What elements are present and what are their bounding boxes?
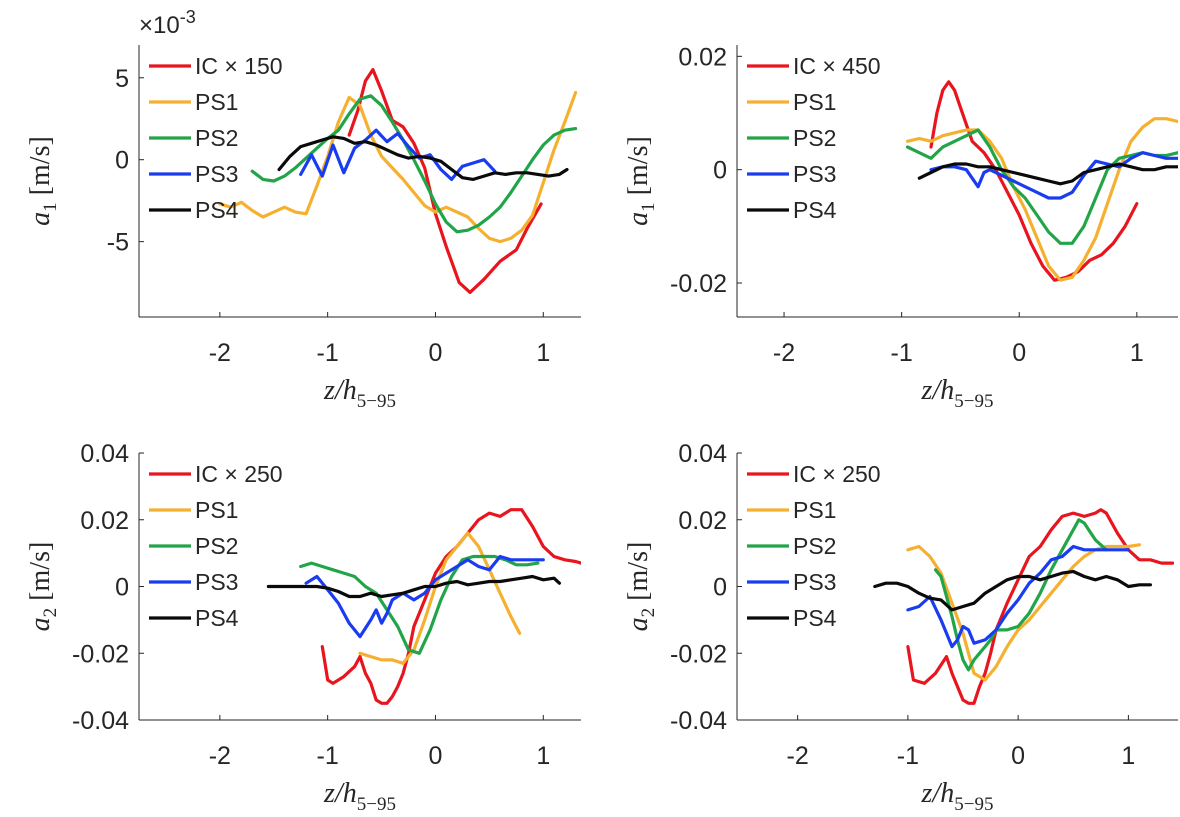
legend-label-ps2: PS2 xyxy=(195,533,238,559)
legend-label-ps2: PS2 xyxy=(195,125,238,151)
legend-label-ps3: PS3 xyxy=(195,569,238,595)
chart-panel-2: -2 -1 0 1 -0.02 0 0.02 z/h5−95 a1 [m/s] IC × 450 P… xyxy=(623,43,1178,412)
legend-label-ic: IC × 250 xyxy=(195,461,283,487)
legend-label-ps4: PS4 xyxy=(195,197,239,223)
x-axis-label: z/h5−95 xyxy=(323,778,396,815)
legend-label-ps3: PS3 xyxy=(793,569,836,595)
series-line-ps1 xyxy=(218,90,578,244)
series-line-ps4 xyxy=(277,135,569,181)
legend-label-ps3: PS3 xyxy=(793,161,836,187)
y-tick-label: -0.04 xyxy=(670,707,727,735)
series-line-ic xyxy=(906,508,1175,705)
y-tick-label: 0 xyxy=(115,147,129,175)
series-line-ps3 xyxy=(304,554,545,639)
x-tick-label: -2 xyxy=(773,339,795,367)
legend-label-ps1: PS1 xyxy=(793,89,836,115)
x-tick-label: -1 xyxy=(897,742,919,770)
series-line-ps3 xyxy=(929,151,1178,200)
x-tick-label: -2 xyxy=(209,742,231,770)
legend-label-ps2: PS2 xyxy=(793,125,836,151)
series-line-ps1 xyxy=(906,543,1142,682)
x-tick-label: -1 xyxy=(317,339,339,367)
y-tick-label: 5 xyxy=(115,65,129,93)
legend-label-ic: IC × 250 xyxy=(793,461,881,487)
series-line-ps3 xyxy=(299,128,497,181)
y-tick-label: -0.04 xyxy=(72,707,129,735)
chart-panel-3: -2 -1 0 1 -0.04 -0.02 0 0.02 0.04 z/h5−95 a2 [m/s]… xyxy=(25,440,581,815)
series-line-ic xyxy=(929,80,1139,282)
y-tick-label: 0 xyxy=(713,157,727,185)
chart-panel-4: -2 -1 0 1 -0.04 -0.02 0 0.02 0.04 z/h5−95 a2 [m/s]… xyxy=(623,440,1178,815)
chart-panel-1: -2 -1 0 1 -5 0 5 ×10-3 z/h5−95 a1 [m/s] IC × 150 PS… xyxy=(25,7,581,412)
legend-label-ic: IC × 150 xyxy=(195,53,283,79)
x-tick-label: 1 xyxy=(536,742,550,770)
y-tick-label: 0.02 xyxy=(80,507,129,535)
y-tick-label: 0 xyxy=(115,574,129,602)
x-tick-label: -1 xyxy=(891,339,913,367)
legend-label-ps1: PS1 xyxy=(793,497,836,523)
x-tick-label: 0 xyxy=(429,742,443,770)
axis-exponent-label: ×10-3 xyxy=(139,7,196,39)
y-axis-label: a1 [m/s] xyxy=(623,136,659,226)
series-line-ps2 xyxy=(250,94,578,234)
legend-label-ps4: PS4 xyxy=(195,605,239,631)
x-tick-label: 1 xyxy=(536,339,550,367)
y-tick-label: -0.02 xyxy=(670,270,727,298)
x-tick-label: 0 xyxy=(429,339,443,367)
y-tick-label: 0 xyxy=(713,574,727,602)
legend-label-ps1: PS1 xyxy=(195,497,238,523)
legend-label-ic: IC × 450 xyxy=(793,53,881,79)
x-tick-label: -2 xyxy=(787,742,809,770)
series-line-ps4 xyxy=(917,162,1178,186)
x-axis-label: z/h5−95 xyxy=(921,778,994,815)
legend-label-ps3: PS3 xyxy=(195,161,238,187)
x-axis-label: z/h5−95 xyxy=(921,375,994,412)
x-axis-label: z/h5−95 xyxy=(323,375,396,412)
series-line-ps1 xyxy=(905,117,1178,282)
y-axis-label: a2 [m/s] xyxy=(623,542,659,632)
y-tick-label: -5 xyxy=(107,229,129,257)
x-tick-label: -1 xyxy=(317,742,339,770)
y-axis-label: a2 [m/s] xyxy=(25,542,61,632)
legend-label-ps1: PS1 xyxy=(195,89,238,115)
legend-label-ps2: PS2 xyxy=(793,533,836,559)
y-tick-label: -0.02 xyxy=(72,640,129,668)
x-tick-label: 0 xyxy=(1012,339,1026,367)
x-tick-label: -2 xyxy=(209,339,231,367)
series-line-ps2 xyxy=(905,128,1178,245)
series-line-ps4 xyxy=(873,569,1153,612)
x-tick-label: 1 xyxy=(1130,339,1144,367)
y-tick-label: 0.04 xyxy=(80,440,129,468)
legend-label-ps4: PS4 xyxy=(793,605,837,631)
x-tick-label: 1 xyxy=(1121,742,1135,770)
series-line-ps3 xyxy=(906,544,1131,649)
legend-label-ps4: PS4 xyxy=(793,197,837,223)
y-tick-label: 0.02 xyxy=(678,507,727,535)
series-line-ps1 xyxy=(358,531,522,665)
y-tick-label: 0.04 xyxy=(678,440,727,468)
y-tick-label: -0.02 xyxy=(670,640,727,668)
y-axis-label: a1 [m/s] xyxy=(25,136,61,226)
series-line-ps4 xyxy=(266,574,562,599)
y-tick-label: 0.02 xyxy=(678,43,727,71)
x-tick-label: 0 xyxy=(1011,742,1025,770)
series-line-ic xyxy=(320,508,581,705)
